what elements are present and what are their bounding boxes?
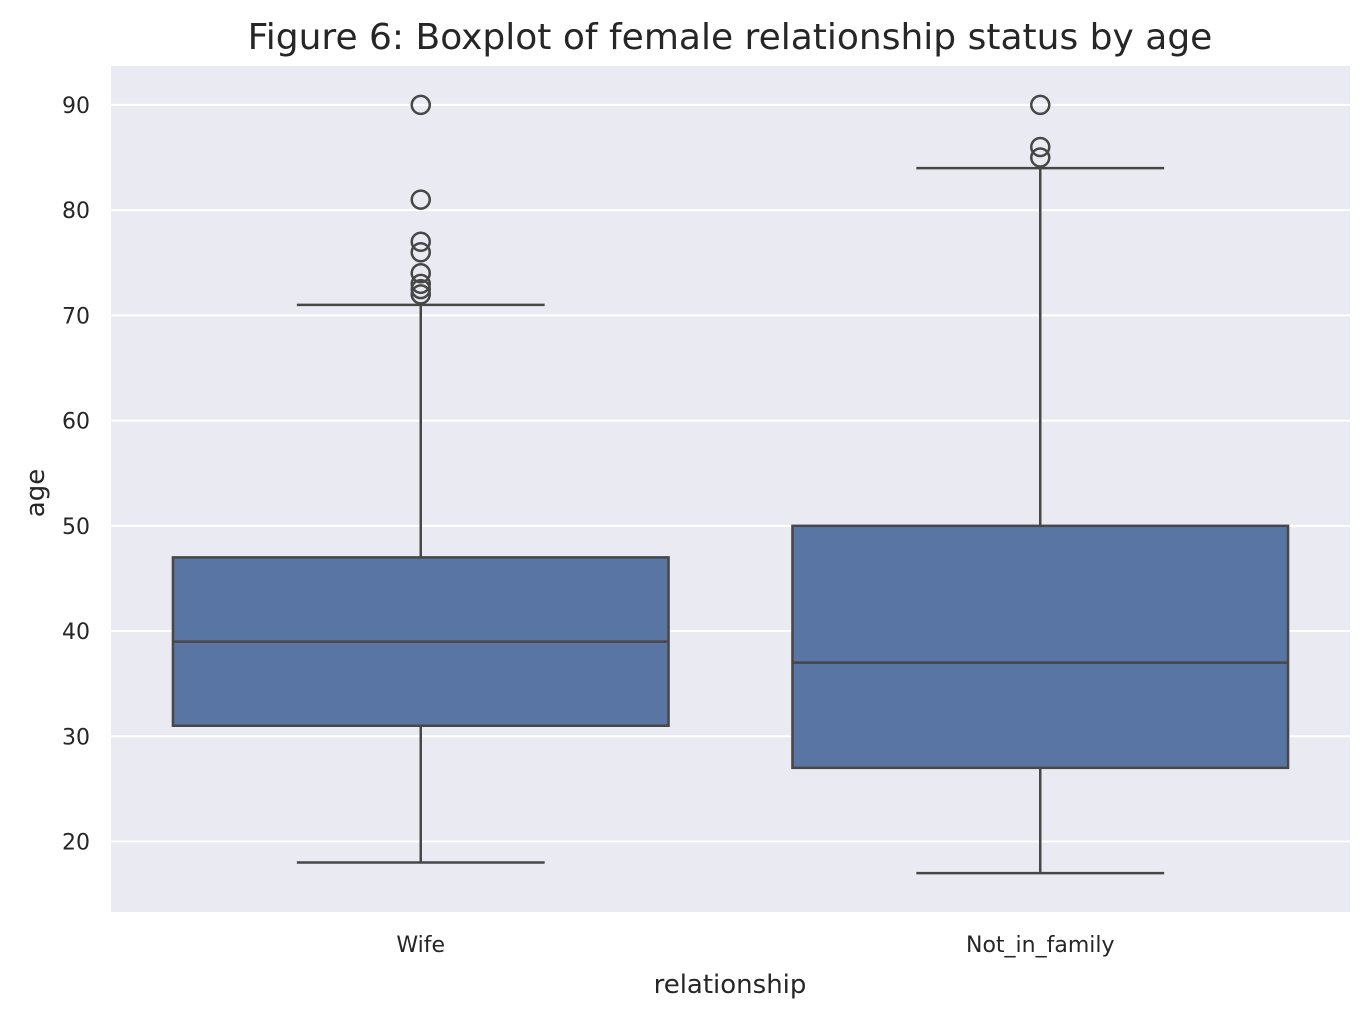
outlier-point	[1030, 136, 1051, 158]
outlier-point	[1030, 94, 1051, 116]
y-tick-label: 70	[62, 304, 90, 329]
outlier-point	[410, 94, 431, 116]
outlier-point	[410, 284, 431, 305]
outlier-point	[410, 241, 431, 263]
chart-title: Figure 6: Boxplot of female relationship…	[248, 17, 1213, 58]
box-group-not-in-family	[791, 94, 1290, 875]
y-tick-label: 90	[62, 94, 90, 119]
x-tick-label: Wife	[396, 933, 445, 958]
y-tick-label: 40	[62, 620, 90, 645]
y-tick-label: 80	[62, 199, 90, 224]
y-tick-label: 50	[62, 515, 90, 540]
y-tick-label: 30	[62, 725, 90, 750]
plot-background	[111, 66, 1350, 912]
boxes	[171, 94, 1290, 875]
x-tick-labels: Wife Not_in_family	[396, 933, 1114, 958]
outlier-point	[410, 189, 431, 210]
outlier-point	[1030, 147, 1051, 168]
y-axis-label: age	[21, 469, 51, 517]
x-axis-label: relationship	[654, 970, 807, 1000]
y-tick-label: 60	[62, 410, 90, 435]
y-tick-labels: 20 30 40 50 60 70 80 90	[62, 94, 90, 856]
outlier-point	[410, 278, 431, 300]
iqr-box	[791, 524, 1290, 770]
outlier-point	[410, 273, 431, 295]
outlier-point	[410, 231, 431, 252]
box-group-wife	[171, 94, 670, 864]
outlier-point	[410, 263, 431, 284]
x-tick-label: Not_in_family	[966, 933, 1115, 958]
y-tick-label: 20	[62, 831, 90, 856]
